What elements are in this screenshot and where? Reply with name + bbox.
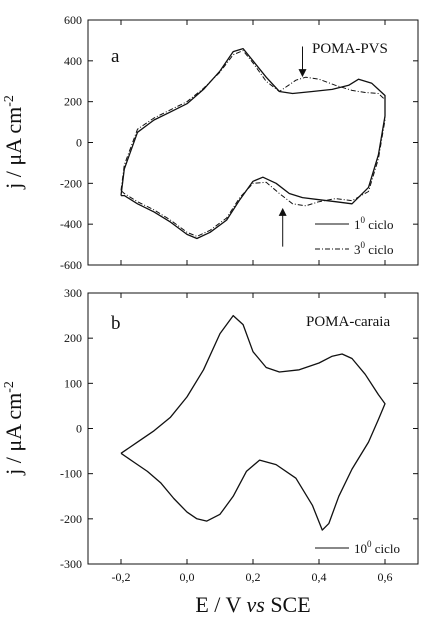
panel-a-ytick-label: 400: [64, 54, 82, 68]
panel-b-xtick-label: -0,2: [112, 570, 131, 584]
panel-b-ytick-label: 300: [64, 286, 82, 300]
panel-b-series: [120, 314, 386, 531]
x-axis-label-part-3: SCE: [265, 592, 311, 617]
panel-b-annotation: POMA-caraia: [306, 314, 390, 330]
panel-a-annotation: POMA-PVS: [312, 41, 388, 57]
panel-a-legend: 10 ciclo 30 ciclo: [315, 215, 394, 257]
x-axis-label-part-1: E / V: [195, 592, 246, 617]
panel-a-ytick-label: -600: [60, 258, 82, 272]
panel-b-xtick-label: 0,0: [180, 570, 195, 584]
panel-b-ytick-label: 200: [64, 331, 82, 345]
panel-a-arrows: [278, 46, 307, 247]
y-axis-label-a-exponent: -2: [2, 95, 17, 107]
panel-a-ytick-label: 600: [64, 13, 82, 27]
panel-a-x-axis: [120, 20, 386, 265]
y-axis-label-b: j / μA cm-2: [1, 381, 26, 476]
panel-a-legend-label-2: 30 ciclo: [354, 240, 394, 257]
panel-a-y-axis: -600 -400 -200 0 200 400 600: [60, 13, 418, 272]
y-axis-label-a-text: j / μA cm: [1, 107, 26, 190]
panel-b-xtick-label: 0,4: [312, 570, 327, 584]
panel-b-ytick-label: 0: [76, 422, 82, 436]
panel-a-series-1-line: [120, 47, 386, 240]
panel-b-x-axis: -0,2 0,0 0,2 0,4 0,6: [112, 293, 393, 584]
x-axis-label: E / V vs SCE: [195, 592, 310, 617]
panel-b-series-1-line: [120, 314, 386, 531]
panel-a: -600 -400 -200 0 200 400 600 a POMA-PVS 10 cic…: [60, 13, 419, 272]
panel-b-legend: 100 ciclo: [315, 539, 400, 556]
panel-a-label: a: [111, 46, 120, 67]
panel-a-legend-label-1: 10 ciclo: [354, 215, 394, 232]
y-axis-label-b-exponent: -2: [2, 381, 17, 393]
panel-b-frame: [87, 292, 419, 565]
panel-a-series-2-line: [120, 50, 386, 237]
panel-b-ytick-label: -300: [60, 557, 82, 571]
panel-a-ytick-label: 0: [76, 136, 82, 150]
x-axis-label-vs: vs: [246, 592, 264, 617]
panel-b-ytick-label: 100: [64, 376, 82, 390]
panel-b-legend-label-1: 100 ciclo: [354, 539, 400, 556]
panel-b-y-axis: -300 -200 -100 0 100 200 300: [60, 286, 418, 571]
y-axis-label-a: j / μA cm-2: [1, 95, 26, 190]
panel-b-xtick-label: 0,2: [246, 570, 261, 584]
panel-b-ytick-label: -100: [60, 467, 82, 481]
panel-b-ytick-label: -200: [60, 512, 82, 526]
panel-a-ytick-label: -200: [60, 176, 82, 190]
panel-a-series: [120, 47, 386, 240]
panel-b-label: b: [111, 313, 121, 334]
panel-a-ytick-label: 200: [64, 95, 82, 109]
panel-b-xtick-label: 0,6: [378, 570, 393, 584]
y-axis-label-b-text: j / μA cm: [1, 393, 26, 476]
panel-a-ytick-label: -400: [60, 217, 82, 231]
